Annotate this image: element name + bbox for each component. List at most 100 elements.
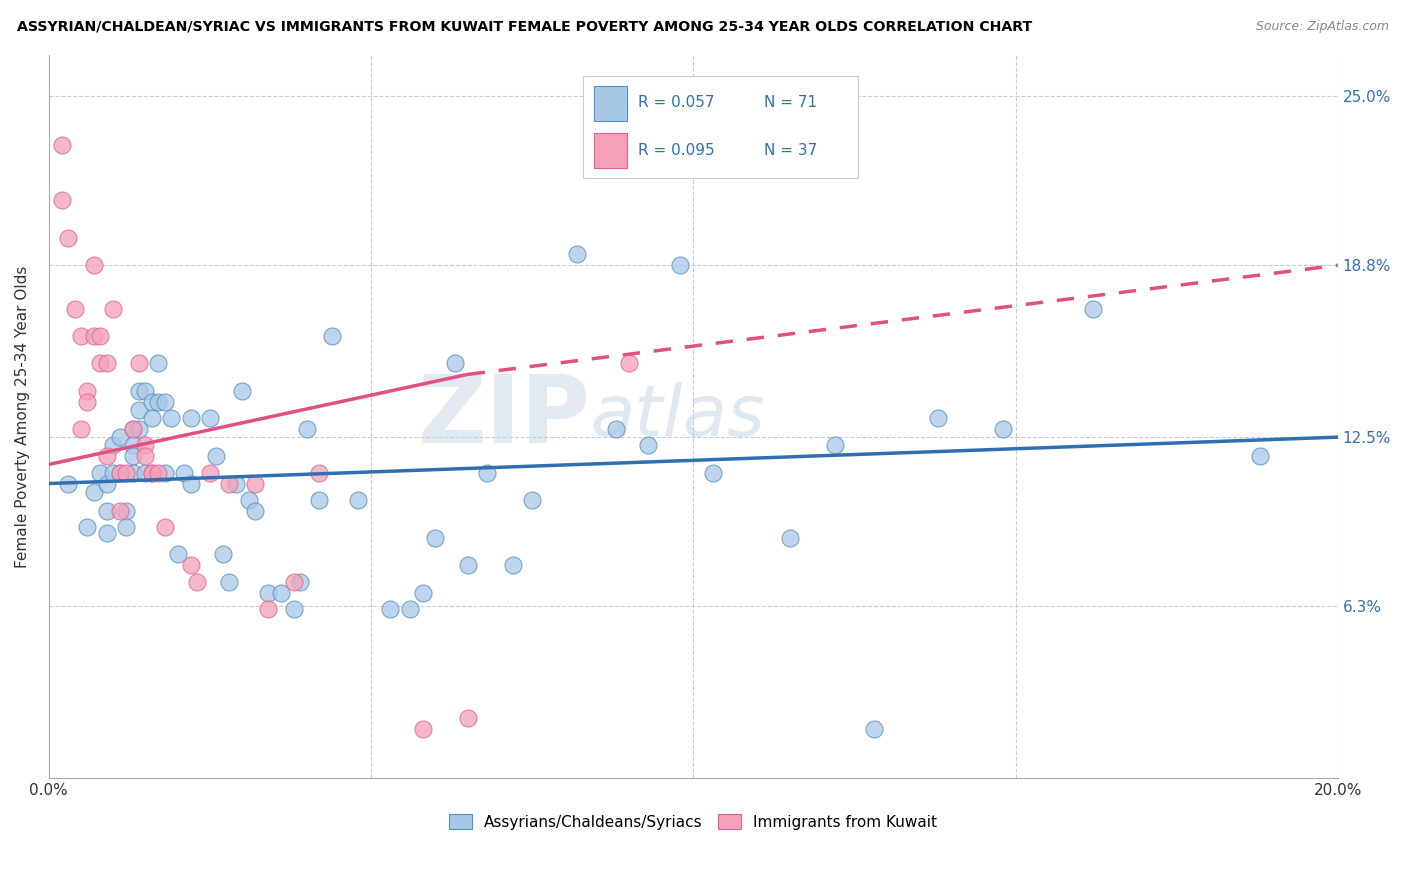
Point <box>76 384 98 398</box>
Point <box>160 411 183 425</box>
Point <box>225 476 247 491</box>
Point <box>83 484 105 499</box>
Point <box>231 384 253 398</box>
Point <box>121 449 143 463</box>
Point <box>257 585 280 599</box>
Point <box>617 356 640 370</box>
Point <box>56 231 79 245</box>
Point <box>141 411 163 425</box>
Point <box>134 466 156 480</box>
Point <box>702 466 724 480</box>
Point <box>180 476 202 491</box>
FancyBboxPatch shape <box>595 87 627 121</box>
Point <box>205 449 228 463</box>
Point <box>121 422 143 436</box>
Text: N = 37: N = 37 <box>765 144 818 158</box>
Point <box>308 466 330 480</box>
Point <box>115 520 138 534</box>
Point <box>141 466 163 480</box>
Point <box>198 411 221 425</box>
Point <box>76 520 98 534</box>
Point <box>173 466 195 480</box>
Point <box>51 138 73 153</box>
Point <box>103 438 125 452</box>
Point <box>991 422 1014 436</box>
Point <box>134 438 156 452</box>
Point <box>128 384 150 398</box>
Point <box>108 466 131 480</box>
Point <box>96 525 118 540</box>
Point <box>295 422 318 436</box>
Point <box>824 438 846 452</box>
FancyBboxPatch shape <box>595 133 627 168</box>
Text: atlas: atlas <box>591 382 765 451</box>
Text: ZIP: ZIP <box>418 371 591 463</box>
Point <box>218 574 240 589</box>
Point <box>108 430 131 444</box>
Point <box>128 402 150 417</box>
Point <box>121 438 143 452</box>
Point <box>475 466 498 480</box>
Point <box>502 558 524 573</box>
Point <box>108 466 131 480</box>
Point <box>83 258 105 272</box>
Point <box>148 466 170 480</box>
Point <box>283 602 305 616</box>
Point <box>166 548 188 562</box>
Point <box>283 574 305 589</box>
Point <box>76 394 98 409</box>
Point <box>89 329 111 343</box>
Point <box>1249 449 1271 463</box>
Point <box>56 476 79 491</box>
Point <box>567 247 589 261</box>
Text: Source: ZipAtlas.com: Source: ZipAtlas.com <box>1256 20 1389 33</box>
Point <box>153 466 176 480</box>
Text: R = 0.057: R = 0.057 <box>638 95 714 110</box>
Point <box>243 504 266 518</box>
Point <box>89 356 111 370</box>
Point <box>398 602 420 616</box>
Point <box>108 504 131 518</box>
Text: R = 0.095: R = 0.095 <box>638 144 714 158</box>
Point <box>270 585 292 599</box>
Point <box>779 531 801 545</box>
Point <box>148 356 170 370</box>
Point <box>288 574 311 589</box>
Point <box>218 476 240 491</box>
Point <box>141 466 163 480</box>
Point <box>238 492 260 507</box>
Point <box>96 476 118 491</box>
Text: ASSYRIAN/CHALDEAN/SYRIAC VS IMMIGRANTS FROM KUWAIT FEMALE POVERTY AMONG 25-34 YE: ASSYRIAN/CHALDEAN/SYRIAC VS IMMIGRANTS F… <box>17 20 1032 34</box>
Point <box>180 411 202 425</box>
Point <box>347 492 370 507</box>
Point <box>89 466 111 480</box>
Point <box>128 356 150 370</box>
Point <box>211 548 233 562</box>
Point <box>96 356 118 370</box>
Point <box>115 504 138 518</box>
Point <box>412 585 434 599</box>
Point <box>70 422 93 436</box>
Point <box>96 504 118 518</box>
Point <box>927 411 949 425</box>
Point <box>180 558 202 573</box>
Point <box>148 394 170 409</box>
Point <box>308 492 330 507</box>
Point <box>380 602 402 616</box>
Point <box>457 711 479 725</box>
Point <box>457 558 479 573</box>
Point <box>115 466 138 480</box>
Point <box>257 602 280 616</box>
Point <box>103 466 125 480</box>
Point <box>103 301 125 316</box>
Point <box>83 329 105 343</box>
Point <box>153 394 176 409</box>
Y-axis label: Female Poverty Among 25-34 Year Olds: Female Poverty Among 25-34 Year Olds <box>15 266 30 568</box>
Point <box>63 301 86 316</box>
Point <box>121 422 143 436</box>
Point <box>51 193 73 207</box>
Point <box>862 722 884 736</box>
Point <box>321 329 343 343</box>
Point <box>637 438 659 452</box>
Point <box>425 531 447 545</box>
